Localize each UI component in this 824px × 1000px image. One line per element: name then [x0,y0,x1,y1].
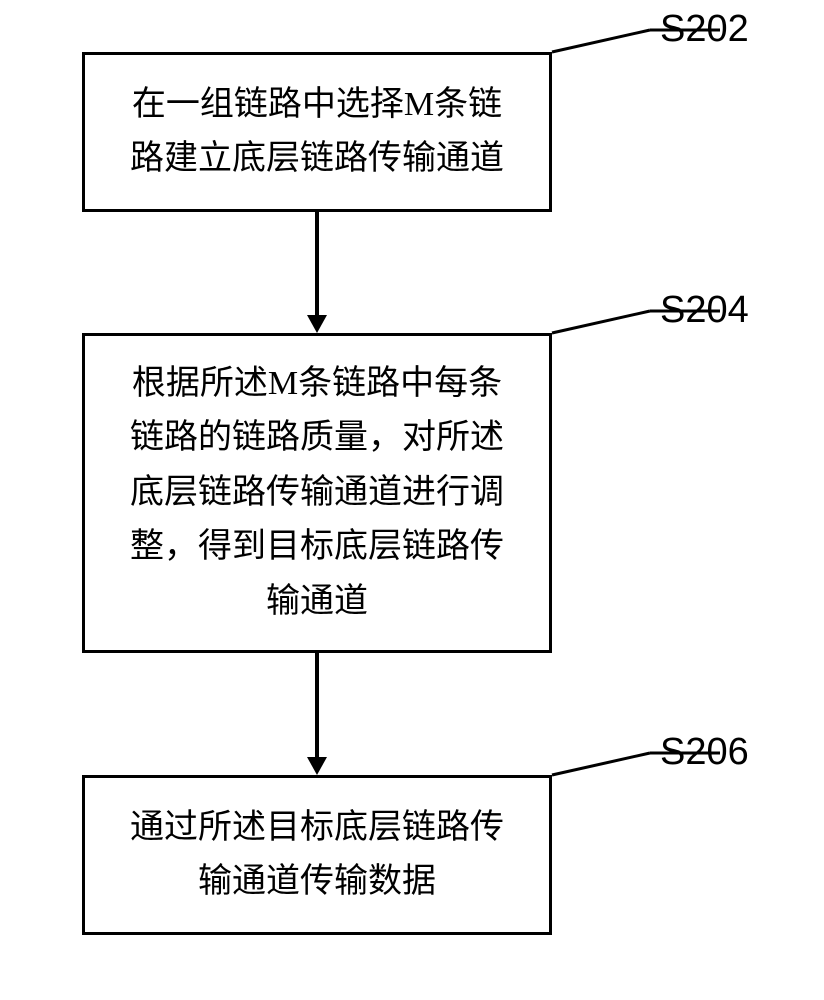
box-3-label: S206 [660,731,749,774]
box-2-text: 根据所述M条链路中每条链路的链路质量，对所述底层链路传输通道进行调整，得到目标底… [115,357,519,629]
arrow-2-3 [307,757,327,775]
connector-2-3 [315,653,319,757]
flowchart-box-1: 在一组链路中选择M条链路建立底层链路传输通道 [82,52,552,212]
arrow-1-2 [307,315,327,333]
flowchart-box-2: 根据所述M条链路中每条链路的链路质量，对所述底层链路传输通道进行调整，得到目标底… [82,333,552,653]
flowchart-container: 在一组链路中选择M条链路建立底层链路传输通道 S202 根据所述M条链路中每条链… [0,0,824,1000]
box-1-text: 在一组链路中选择M条链路建立底层链路传输通道 [115,78,519,187]
box-2-label: S204 [660,289,749,332]
box-3-text: 通过所述目标底层链路传输通道传输数据 [115,801,519,910]
flowchart-box-3: 通过所述目标底层链路传输通道传输数据 [82,775,552,935]
box-1-label: S202 [660,8,749,51]
connector-1-2 [315,212,319,315]
